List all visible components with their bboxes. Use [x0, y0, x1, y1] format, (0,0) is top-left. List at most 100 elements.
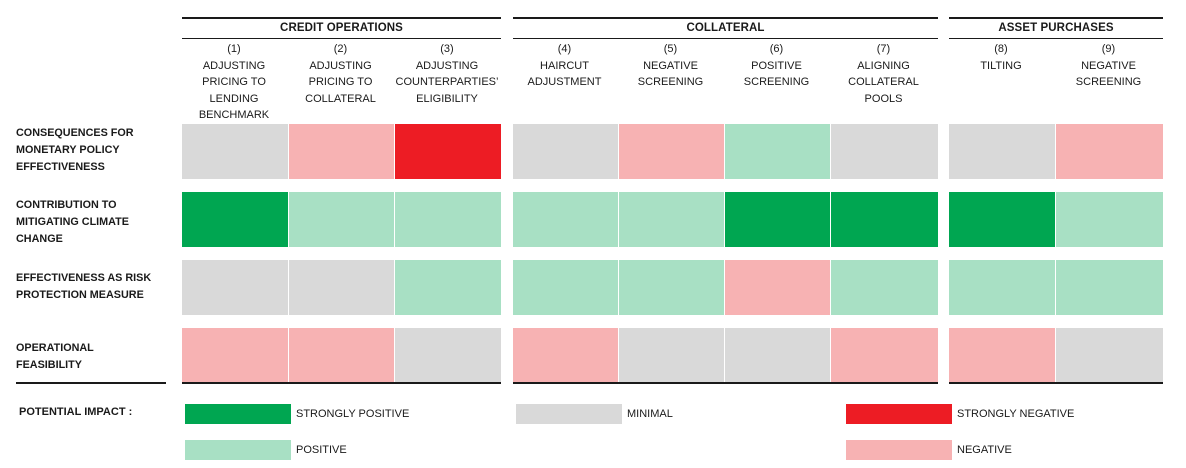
cell-r4-c4-negative	[513, 328, 618, 383]
column-number: (8)	[994, 43, 1008, 55]
cell-r2-c7-strongly-positive	[831, 192, 938, 247]
cell-r2-c4-positive	[513, 192, 618, 247]
cell-r4-c1-negative	[182, 328, 288, 383]
column-label-line: POOLS	[864, 92, 903, 105]
column-label-line: COLLATERAL	[305, 92, 376, 105]
column-header-6: (6) POSITIVE SCREENING	[725, 41, 829, 91]
cell-r1-c8-minimal	[949, 124, 1055, 179]
column-label-line: HAIRCUT	[540, 59, 589, 72]
legend-label-positive: POSITIVE	[296, 444, 347, 456]
legend-label-minimal: MINIMAL	[627, 408, 673, 420]
column-label-line: ALIGNING	[857, 59, 910, 72]
row-label-1: CONSEQUENCES FOR MONETARY POLICY EFFECTIVE…	[16, 125, 176, 176]
column-label-line: SCREENING	[743, 76, 810, 88]
cell-r3-c5-positive	[619, 260, 724, 315]
cell-r1-c6-positive	[725, 124, 830, 179]
cell-r1-c9-negative	[1056, 124, 1163, 179]
row-label-line: EFFECTIVENESS AS RISK	[16, 272, 152, 284]
legend-swatch-strongly-negative	[846, 404, 952, 424]
column-number: (4)	[557, 43, 572, 55]
group-underline-asset-purchases	[949, 38, 1163, 39]
cell-r3-c1-minimal	[182, 260, 288, 315]
column-label-line: COLLATERAL	[848, 76, 919, 88]
column-label-line: PRICING TO	[308, 76, 373, 88]
cell-r1-c4-minimal	[513, 124, 618, 179]
cell-r3-c3-positive	[395, 260, 501, 315]
group-rule-collateral	[513, 17, 938, 19]
legend-title: POTENTIAL IMPACT :	[19, 406, 133, 418]
cell-r4-c8-negative	[949, 328, 1055, 383]
cell-r1-c7-minimal	[831, 124, 938, 179]
column-header-8: (8) TILTING	[949, 41, 1053, 74]
cell-r3-c2-minimal	[289, 260, 394, 315]
row-label-line: CONSEQUENCES FOR	[16, 127, 134, 139]
cell-r2-c8-strongly-positive	[949, 192, 1055, 247]
cell-r4-c9-minimal	[1056, 328, 1163, 383]
legend-swatch-positive	[185, 440, 291, 460]
cell-r3-c8-positive	[949, 260, 1055, 315]
column-header-7: (7) ALIGNING COLLATERAL POOLS	[832, 41, 936, 107]
column-header-9: (9) NEGATIVE SCREENING	[1057, 41, 1161, 91]
cell-r4-c5-minimal	[619, 328, 724, 383]
column-label-line: PRICING TO	[202, 76, 266, 88]
cell-r4-c7-negative	[831, 328, 938, 383]
column-label-line: ADJUSTING	[415, 59, 479, 72]
cell-r2-c6-strongly-positive	[725, 192, 830, 247]
row-label-line: EFFECTIVENESS	[16, 161, 105, 173]
cell-r4-c3-minimal	[395, 328, 501, 383]
column-label-line: ADJUSTING	[202, 59, 266, 72]
column-number: (2)	[333, 43, 348, 55]
row-label-2: CONTRIBUTION TO MITIGATING CLIMATE CHANGE	[16, 197, 176, 248]
column-header-1: (1) ADJUSTING PRICING TO LENDING BENCHMARK	[182, 41, 286, 124]
cell-r2-c9-positive	[1056, 192, 1163, 247]
legend-swatch-negative	[846, 440, 952, 460]
cell-r1-c3-strongly-negative	[395, 124, 501, 179]
column-number: (7)	[876, 43, 891, 55]
column-number: (3)	[440, 43, 454, 55]
cell-r4-c2-negative	[289, 328, 394, 383]
cell-r2-c2-positive	[289, 192, 394, 247]
bottom-rule-collateral	[513, 382, 938, 384]
column-label-line: COUNTERPARTIES’	[395, 76, 499, 88]
cell-r3-c9-positive	[1056, 260, 1163, 315]
cell-r3-c6-negative	[725, 260, 830, 315]
group-underline-credit-operations	[182, 38, 501, 39]
legend-label-negative: NEGATIVE	[957, 444, 1012, 456]
cell-r4-c6-minimal	[725, 328, 830, 383]
cell-r2-c5-positive	[619, 192, 724, 247]
column-label-line: ADJUSTING	[309, 59, 372, 72]
column-label-line: LENDING	[209, 92, 259, 105]
column-header-3: (3) ADJUSTING COUNTERPARTIES’ ELIGIBILITY	[395, 41, 499, 107]
cell-r1-c5-negative	[619, 124, 724, 179]
legend-label-strongly-negative: STRONGLY NEGATIVE	[957, 408, 1075, 420]
column-header-4: (4) HAIRCUT ADJUSTMENT	[513, 41, 617, 91]
column-number: (9)	[1101, 43, 1116, 55]
column-label-line: TILTING	[980, 59, 1022, 72]
row-label-4: OPERATIONAL FEASIBILITY	[16, 340, 176, 374]
cell-r1-c2-negative	[289, 124, 394, 179]
bottom-rule-labels	[16, 382, 166, 384]
column-label-line: NEGATIVE	[643, 59, 698, 72]
column-header-5: (5) NEGATIVE SCREENING	[619, 41, 723, 91]
group-title-asset-purchases: ASSET PURCHASES	[998, 22, 1114, 34]
column-number: (6)	[769, 43, 784, 55]
column-number: (1)	[227, 43, 241, 55]
legend-swatch-strongly-positive	[185, 404, 291, 424]
group-title-credit-operations: CREDIT OPERATIONS	[280, 22, 403, 34]
group-title-collateral: COLLATERAL	[686, 22, 765, 34]
group-rule-asset-purchases	[949, 17, 1163, 19]
row-label-line: OPERATIONAL	[16, 342, 94, 354]
column-label-line: NEGATIVE	[1081, 59, 1136, 72]
column-label-line: ELIGIBILITY	[416, 92, 478, 105]
bottom-rule-asset-purchases	[949, 382, 1163, 384]
row-label-line: MONETARY POLICY	[16, 144, 120, 156]
row-label-line: PROTECTION MEASURE	[16, 289, 144, 301]
row-label-line: CONTRIBUTION TO	[16, 199, 117, 211]
cell-r3-c4-positive	[513, 260, 618, 315]
column-label-line: ADJUSTMENT	[527, 76, 602, 88]
group-rule-credit-operations	[182, 17, 501, 19]
cell-r2-c3-positive	[395, 192, 501, 247]
column-label-line: BENCHMARK	[198, 109, 270, 121]
bottom-rule-credit-operations	[182, 382, 501, 384]
cell-r2-c1-strongly-positive	[182, 192, 288, 247]
